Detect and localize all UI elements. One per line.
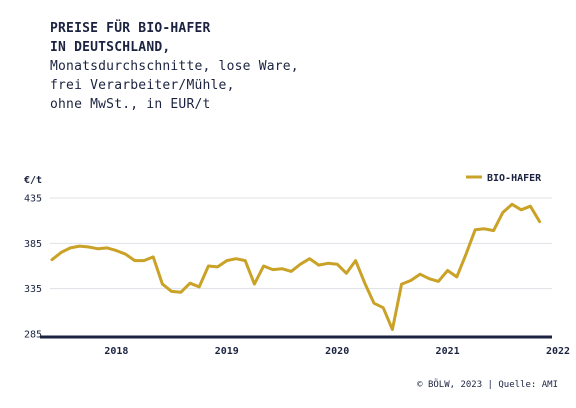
y-tick-label: 385 — [24, 239, 42, 250]
x-year-label: 2019 — [215, 346, 239, 357]
chart-subtitle-line-3: ohne MwSt., in EUR/t — [50, 97, 211, 112]
y-axis-label: €/t — [24, 175, 42, 186]
source-footer: © BÖLW, 2023 | Quelle: AMI — [417, 380, 558, 390]
chart-title-line-1: PREISE FÜR BIO-HAFER — [50, 21, 211, 36]
x-year-label: 2022 — [546, 346, 570, 357]
y-tick-label: 435 — [24, 194, 42, 205]
chart-subtitle-line-2: frei Verarbeiter/Mühle, — [50, 78, 235, 93]
series-line-bio-hafer — [50, 202, 542, 331]
y-tick-label: 335 — [24, 284, 42, 295]
x-year-label: 2018 — [104, 346, 128, 357]
y-tick-label: 285 — [24, 330, 42, 341]
chart-title-line-2: IN DEUTSCHLAND, — [50, 40, 171, 55]
chart-title-block: PREISE FÜR BIO-HAFER IN DEUTSCHLAND, Mon… — [50, 19, 299, 114]
chart-subtitle-line-1: Monatsdurchschnitte, lose Ware, — [50, 59, 299, 74]
x-year-label: 2021 — [436, 346, 460, 357]
legend-label: BIO-HAFER — [487, 173, 542, 184]
x-year-label: 2020 — [325, 346, 349, 357]
